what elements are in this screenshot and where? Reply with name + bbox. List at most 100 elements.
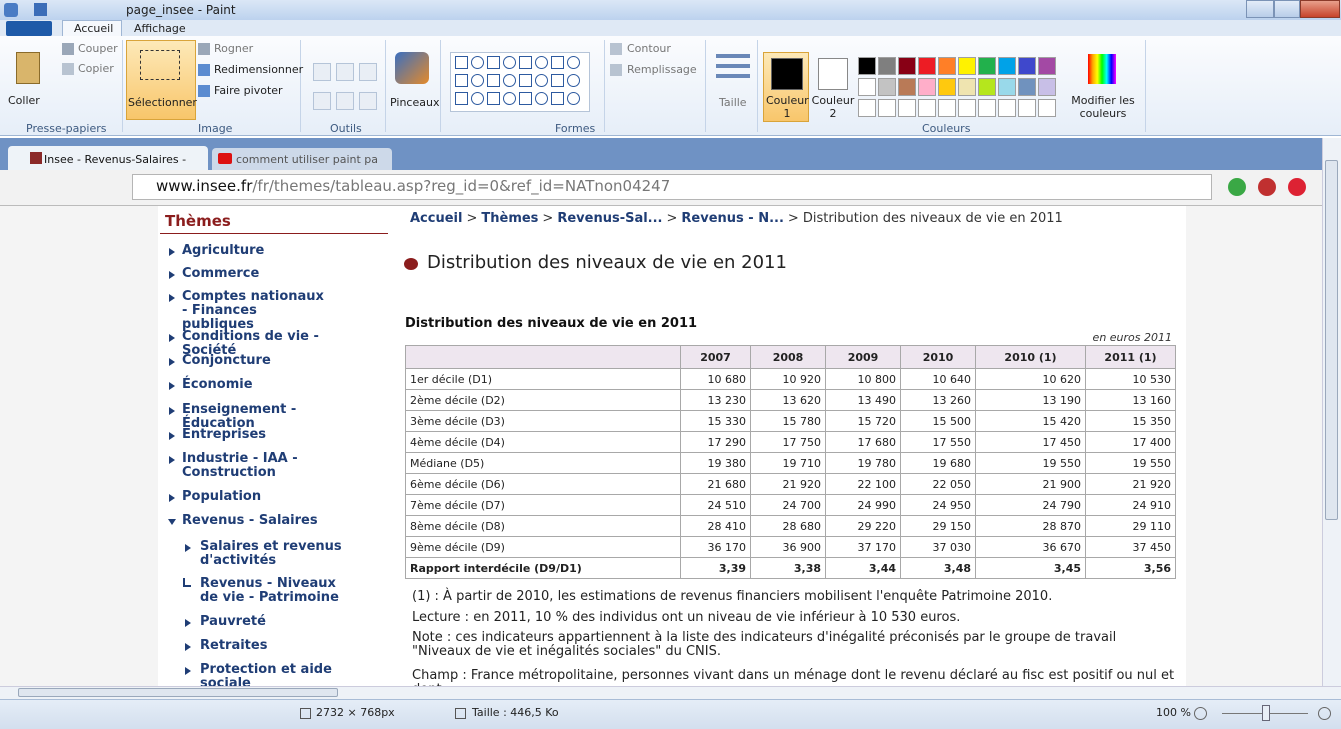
sidebar-item[interactable]: Économie	[182, 377, 253, 392]
palette-swatch[interactable]	[918, 57, 936, 75]
close-button[interactable]	[1300, 0, 1340, 18]
palette-swatch[interactable]	[938, 99, 956, 117]
palette-swatch[interactable]	[878, 57, 896, 75]
tab-accueil[interactable]	[62, 20, 122, 37]
browser-tab[interactable]	[212, 148, 392, 170]
sidebar-item[interactable]: Revenus - Salaires	[182, 513, 318, 528]
breadcrumb-link[interactable]: Thèmes	[481, 211, 539, 226]
palette-swatch[interactable]	[858, 78, 876, 96]
shape-icon[interactable]	[519, 92, 532, 105]
fill-button[interactable]: Remplissage	[627, 63, 697, 76]
sidebar-item[interactable]: Comptes nationaux - Finances publiques	[182, 289, 324, 332]
url-text[interactable]: www.insee.fr/fr/themes/tableau.asp?reg_i…	[156, 177, 670, 195]
palette-swatch[interactable]	[958, 78, 976, 96]
sidebar-subitem[interactable]: Salaires et revenus d'activités	[200, 539, 342, 568]
tool-icon[interactable]	[313, 63, 331, 81]
palette-swatch[interactable]	[998, 57, 1016, 75]
extension-icon[interactable]	[1258, 178, 1276, 196]
palette-swatch[interactable]	[1038, 57, 1056, 75]
sidebar-item[interactable]: Entreprises	[182, 427, 267, 442]
size-label[interactable]: Taille	[719, 96, 747, 109]
palette-swatch[interactable]	[918, 99, 936, 117]
extension-icon[interactable]	[1288, 178, 1306, 196]
edit-colors-label[interactable]: Modifier les couleurs	[1071, 94, 1135, 120]
shape-icon[interactable]	[487, 74, 500, 87]
paste-label[interactable]: Coller	[8, 94, 40, 107]
color2-swatch[interactable]	[818, 58, 848, 90]
shape-icon[interactable]	[535, 74, 548, 87]
palette-swatch[interactable]	[1018, 57, 1036, 75]
paste-icon[interactable]	[16, 52, 40, 84]
palette-swatch[interactable]	[1038, 78, 1056, 96]
cut-button[interactable]: Couper	[78, 42, 118, 55]
shape-icon[interactable]	[535, 92, 548, 105]
tool-icon[interactable]	[336, 92, 354, 110]
palette-swatch[interactable]	[998, 78, 1016, 96]
min-button[interactable]	[1246, 0, 1274, 18]
palette-swatch[interactable]	[1018, 99, 1036, 117]
resize-button[interactable]: Redimensionner	[214, 63, 304, 76]
sidebar-item[interactable]: Conjoncture	[182, 353, 271, 368]
palette-swatch[interactable]	[978, 78, 996, 96]
shape-icon[interactable]	[503, 74, 516, 87]
sidebar-subitem[interactable]: Revenus - Niveaux de vie - Patrimoine	[200, 576, 339, 605]
sidebar-item[interactable]: Industrie - IAA - Construction	[182, 451, 298, 480]
sidebar-subitem[interactable]: Pauvreté	[200, 614, 266, 629]
palette-swatch[interactable]	[958, 57, 976, 75]
shape-icon[interactable]	[567, 74, 580, 87]
shape-icon[interactable]	[471, 74, 484, 87]
tool-icon[interactable]	[359, 63, 377, 81]
sidebar-item[interactable]: Enseignement - Éducation	[182, 402, 297, 431]
edit-colors-icon[interactable]	[1088, 54, 1116, 84]
shape-icon[interactable]	[455, 56, 468, 69]
shape-icon[interactable]	[551, 92, 564, 105]
palette-swatch[interactable]	[898, 78, 916, 96]
tool-icon[interactable]	[336, 63, 354, 81]
breadcrumb-link[interactable]: Accueil	[410, 211, 463, 226]
tool-icon[interactable]	[313, 92, 331, 110]
breadcrumb-link[interactable]: Revenus - N...	[681, 211, 784, 226]
shape-icon[interactable]	[519, 74, 532, 87]
palette-swatch[interactable]	[858, 57, 876, 75]
palette-swatch[interactable]	[878, 78, 896, 96]
palette-swatch[interactable]	[858, 99, 876, 117]
tab-label[interactable]: Affichage	[134, 22, 186, 35]
quick-save[interactable]	[34, 3, 47, 16]
shape-icon[interactable]	[487, 92, 500, 105]
breadcrumb-link[interactable]: Revenus-Sal...	[557, 211, 663, 226]
palette-swatch[interactable]	[998, 99, 1016, 117]
extension-icon[interactable]	[1228, 178, 1246, 196]
shape-icon[interactable]	[487, 56, 500, 69]
tool-icon[interactable]	[359, 92, 377, 110]
zoom-in[interactable]	[1318, 707, 1331, 720]
sidebar-item[interactable]: Conditions de vie - Société	[182, 329, 319, 358]
select-button[interactable]	[126, 40, 196, 120]
shape-icon[interactable]	[471, 92, 484, 105]
shape-icon[interactable]	[455, 74, 468, 87]
palette-swatch[interactable]	[1038, 99, 1056, 117]
max-button[interactable]	[1274, 0, 1300, 18]
palette-swatch[interactable]	[938, 78, 956, 96]
sidebar-item[interactable]: Agriculture	[182, 243, 265, 258]
sidebar-item[interactable]: Commerce	[182, 266, 260, 281]
zoom-out[interactable]	[1194, 707, 1207, 720]
shape-icon[interactable]	[551, 56, 564, 69]
color2-label[interactable]: Couleur 2	[811, 94, 855, 120]
shape-icon[interactable]	[503, 56, 516, 69]
file-menu[interactable]	[6, 21, 52, 36]
shape-icon[interactable]	[535, 56, 548, 69]
shape-icon[interactable]	[551, 74, 564, 87]
palette-swatch[interactable]	[918, 78, 936, 96]
shape-icon[interactable]	[567, 92, 580, 105]
brush-icon[interactable]	[395, 52, 429, 84]
rotate-button[interactable]: Faire pivoter	[214, 84, 283, 97]
shape-icon[interactable]	[471, 56, 484, 69]
url-box[interactable]	[132, 174, 1212, 200]
shape-icon[interactable]	[567, 56, 580, 69]
crop-button[interactable]: Rogner	[214, 42, 254, 55]
shape-icon[interactable]	[519, 56, 532, 69]
palette-swatch[interactable]	[898, 99, 916, 117]
outline-button[interactable]: Contour	[627, 42, 671, 55]
palette-swatch[interactable]	[978, 57, 996, 75]
palette-swatch[interactable]	[938, 57, 956, 75]
